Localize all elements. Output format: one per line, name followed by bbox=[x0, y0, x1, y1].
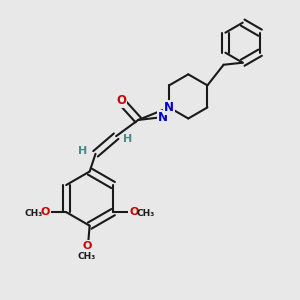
Text: H: H bbox=[78, 146, 87, 156]
Text: CH₃: CH₃ bbox=[136, 209, 154, 218]
Text: CH₃: CH₃ bbox=[78, 252, 96, 261]
Text: O: O bbox=[41, 207, 50, 217]
Text: N: N bbox=[164, 101, 174, 114]
Text: CH₃: CH₃ bbox=[25, 209, 43, 218]
Text: N: N bbox=[158, 110, 168, 124]
Text: H: H bbox=[123, 134, 133, 144]
Text: O: O bbox=[116, 94, 126, 107]
Text: O: O bbox=[129, 207, 138, 217]
Text: O: O bbox=[82, 241, 92, 251]
